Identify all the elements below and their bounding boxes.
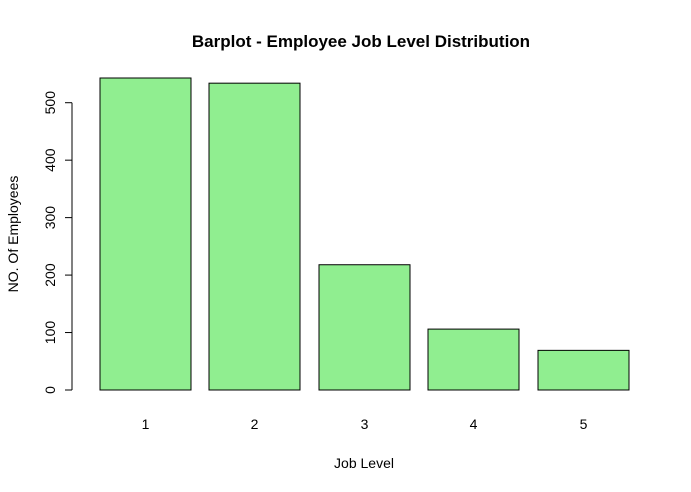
x-tick-label: 1 (142, 416, 150, 432)
x-tick-label: 3 (361, 416, 369, 432)
y-tick-label: 500 (42, 91, 58, 115)
bar-job-level-3 (318, 264, 411, 391)
y-tick-label: 400 (42, 148, 58, 172)
y-tick-label: 200 (42, 263, 58, 287)
bars-group (99, 77, 630, 391)
bar-job-level-5 (537, 349, 630, 391)
bar-job-level-2 (208, 82, 301, 391)
bar-job-level-4 (427, 328, 520, 391)
chart-title: Barplot - Employee Job Level Distributio… (192, 32, 530, 51)
y-tick-label: 300 (42, 206, 58, 230)
y-axis: 0 100 200 300 400 500 (42, 91, 73, 394)
y-tick-label: 0 (42, 386, 58, 394)
bar-job-level-1 (99, 77, 192, 391)
x-tick-label: 5 (580, 416, 588, 432)
x-axis-label: Job Level (334, 455, 394, 471)
x-axis-ticks: 1 2 3 4 5 (142, 416, 588, 432)
y-tick-label: 100 (42, 321, 58, 345)
x-tick-label: 2 (251, 416, 259, 432)
x-tick-label: 4 (470, 416, 478, 432)
y-axis-label: NO. Of Employees (5, 176, 21, 293)
